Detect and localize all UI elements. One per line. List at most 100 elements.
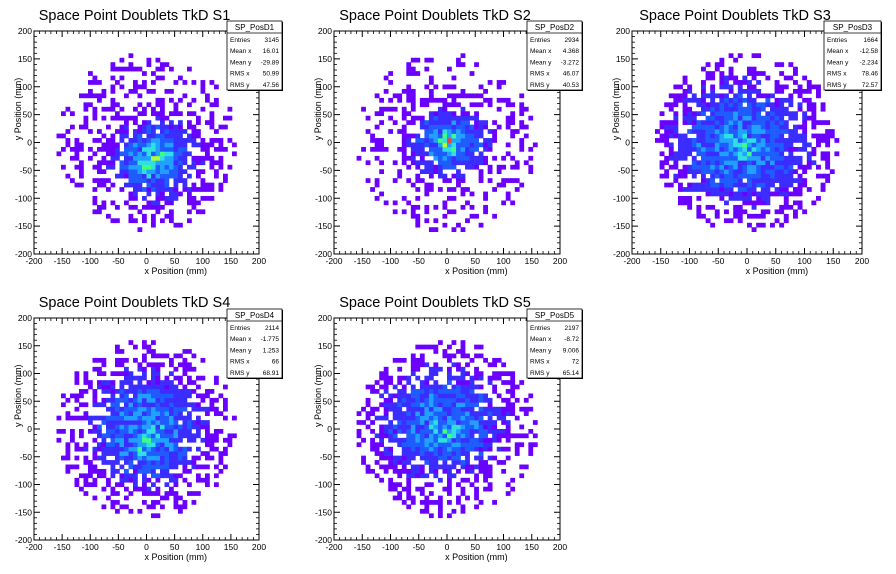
- histogram-cell: [514, 442, 520, 448]
- histogram-cell: [110, 106, 116, 112]
- histogram-cell: [687, 164, 693, 170]
- histogram-cell: [110, 415, 116, 421]
- histogram-cell: [374, 406, 380, 412]
- histogram-cell: [128, 411, 134, 416]
- histogram-cell: [410, 213, 416, 219]
- histogram-cell: [200, 106, 206, 112]
- histogram-cell: [783, 84, 789, 90]
- histogram-cell: [191, 155, 197, 161]
- histogram-cell: [474, 397, 479, 403]
- histogram-cell: [419, 97, 425, 103]
- histogram-cell: [447, 160, 452, 166]
- histogram-cell: [164, 424, 170, 430]
- histogram-cell: [383, 106, 389, 112]
- x-tick-label: -200: [25, 256, 42, 266]
- histogram-cell: [474, 424, 479, 430]
- histogram-cell: [447, 455, 452, 461]
- histogram-cell: [397, 389, 403, 394]
- histogram-cell: [460, 129, 466, 134]
- histogram-cell: [465, 429, 470, 434]
- histogram-cell: [701, 173, 706, 179]
- histogram-cell: [155, 500, 161, 505]
- histogram-cell: [487, 424, 493, 430]
- histogram-cell: [765, 155, 771, 161]
- histogram-cell: [492, 120, 498, 125]
- histogram-cell: [169, 164, 174, 170]
- histogram-cell: [456, 102, 461, 108]
- histogram-cell: [392, 120, 398, 125]
- x-tick-label: 50: [170, 542, 180, 552]
- histogram-cell: [178, 146, 183, 152]
- histogram-cell: [478, 155, 484, 161]
- histogram-cell: [110, 397, 116, 403]
- histogram-cell: [816, 196, 821, 201]
- histogram-cell: [169, 169, 174, 175]
- histogram-cell: [788, 133, 794, 139]
- histogram-cell: [397, 424, 403, 430]
- histogram-cell: [218, 187, 224, 192]
- histogram-cell: [124, 151, 129, 157]
- histogram-cell: [410, 389, 416, 394]
- histogram-cell: [101, 133, 107, 139]
- histogram-cell: [691, 169, 697, 175]
- histogram-cell: [451, 411, 457, 416]
- histogram-cell: [474, 344, 479, 350]
- histogram-cell: [424, 433, 430, 439]
- histogram-cell: [532, 442, 538, 448]
- histogram-cell: [737, 169, 743, 175]
- histogram-cell: [142, 204, 147, 210]
- histogram-cell: [218, 411, 224, 416]
- histogram-cell: [742, 106, 748, 112]
- histogram-cell: [424, 218, 430, 224]
- histogram-cell: [756, 155, 762, 161]
- histogram-cell: [83, 477, 89, 483]
- histogram-cell: [714, 115, 720, 121]
- histogram-cell: [428, 151, 434, 157]
- histogram-cell: [793, 209, 798, 215]
- histogram-cell: [528, 169, 534, 175]
- histogram-cell: [397, 397, 403, 403]
- histogram-cell: [825, 129, 831, 134]
- histogram-cell: [737, 84, 743, 90]
- histogram-cell: [164, 160, 170, 166]
- histogram-cell: [747, 111, 752, 117]
- histogram-cell: [128, 178, 134, 183]
- histogram-cell: [451, 437, 457, 443]
- histogram-cells: [356, 340, 538, 519]
- histogram-cell: [733, 106, 739, 112]
- histogram-cell: [137, 375, 143, 381]
- histogram-cell: [133, 169, 138, 175]
- histogram-cell: [779, 124, 785, 130]
- histogram-cell: [465, 424, 470, 430]
- y-tick-label: 150: [616, 54, 630, 64]
- histogram-cell: [811, 106, 817, 112]
- histogram-cell: [196, 129, 201, 134]
- stats-row-label: Mean y: [230, 347, 252, 354]
- histogram-cell: [151, 389, 156, 394]
- histogram-cell: [806, 80, 812, 85]
- histogram-cell: [137, 93, 143, 99]
- histogram-cell: [142, 371, 147, 377]
- histogram-cell: [487, 375, 493, 381]
- histogram-cell: [169, 66, 174, 72]
- histogram-cell: [110, 468, 116, 474]
- histogram-cell: [469, 357, 475, 363]
- histogram-cell: [155, 138, 161, 143]
- histogram-cell: [379, 442, 385, 448]
- histogram-cell: [97, 384, 102, 390]
- histogram-cell: [673, 164, 679, 170]
- histogram-cell: [460, 411, 466, 416]
- histogram-cell: [218, 146, 224, 152]
- histogram-cell: [205, 196, 210, 201]
- histogram-cell: [200, 142, 206, 148]
- histogram-cell: [528, 115, 534, 121]
- histogram-cell: [388, 477, 394, 483]
- histogram-cell: [128, 424, 134, 430]
- histogram-cell: [428, 57, 434, 63]
- histogram-cell: [410, 371, 416, 377]
- histogram-cell: [447, 397, 452, 403]
- histogram-cell: [811, 102, 817, 108]
- histogram-cell: [110, 371, 116, 377]
- histogram-cell: [523, 397, 529, 403]
- histogram-cell: [401, 437, 407, 443]
